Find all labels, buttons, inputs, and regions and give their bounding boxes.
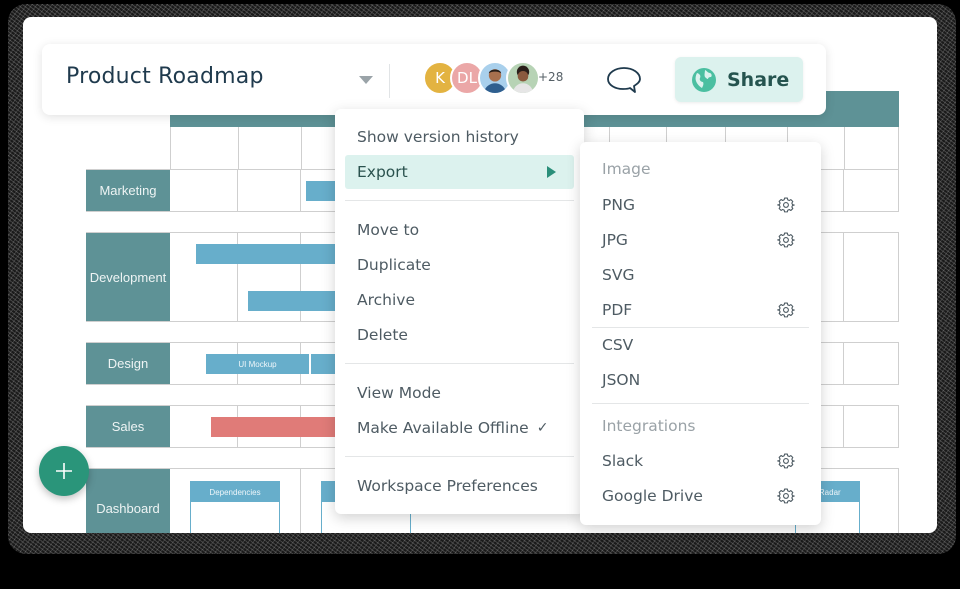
export-json[interactable]: JSON [602,371,641,389]
document-toolbar: Product Roadmap K DL +28 Share [42,44,826,115]
menu-divider [345,200,574,201]
globe-icon [692,67,716,92]
board-column-dependencies[interactable]: Dependencies [190,481,280,533]
menu-item-duplicate[interactable]: Duplicate [357,256,431,274]
menu-divider [345,456,574,457]
export-svg[interactable]: SVG [602,266,635,284]
export-submenu: Image PNG JPG SVG PDF CSV JSON Integrati… [580,142,821,525]
share-label: Share [727,68,790,91]
toolbar-divider [389,64,390,98]
gear-icon[interactable] [777,196,795,214]
lane-label: Design [86,343,170,384]
section-heading-integrations: Integrations [602,417,696,435]
document-title[interactable]: Product Roadmap [66,64,264,89]
menu-item-archive[interactable]: Archive [357,291,415,309]
checkmark-icon: ✓ [536,420,549,436]
lane-label: Sales [86,406,170,447]
menu-divider [592,327,809,328]
lane-label: Marketing [86,170,170,211]
export-slack[interactable]: Slack [580,444,821,478]
menu-item-workspace-preferences[interactable]: Workspace Preferences [357,477,538,495]
gear-icon[interactable] [777,452,795,470]
export-pdf[interactable]: PDF [580,293,821,327]
chevron-right-icon [547,166,556,178]
person-photo-icon [483,69,507,93]
menu-item-delete[interactable]: Delete [357,326,408,344]
gear-icon[interactable] [777,231,795,249]
section-heading-image: Image [602,160,651,178]
comment-button[interactable] [605,65,643,95]
document-context-menu: Show version history Export Move to Dupl… [335,109,584,514]
add-button[interactable] [39,446,89,496]
menu-item-move-to[interactable]: Move to [357,221,420,239]
export-google-drive[interactable]: Google Drive [580,479,821,513]
gear-icon[interactable] [777,301,795,319]
plus-icon [56,463,72,479]
menu-divider [592,403,809,404]
export-csv[interactable]: CSV [602,336,634,354]
menu-item-show-version-history[interactable]: Show version history [357,128,519,146]
lane-label: Dashboard [86,469,170,533]
avatar-photo-woman[interactable] [506,61,540,95]
menu-item-export[interactable]: Export [345,155,574,189]
avatar-photo-man[interactable] [478,61,512,95]
menu-divider [345,363,574,364]
share-button[interactable]: Share [675,57,803,102]
caret-down-icon[interactable] [359,76,373,84]
menu-item-make-available-offline[interactable]: Make Available Offline ✓ [357,419,549,437]
person-photo-icon [512,65,534,93]
lane-label: Development [86,233,170,321]
menu-item-view-mode[interactable]: View Mode [357,384,441,402]
export-jpg[interactable]: JPG [580,223,821,257]
export-png[interactable]: PNG [580,188,821,222]
gear-icon[interactable] [777,487,795,505]
roadmap-bar-ui-mockup[interactable]: UI Mockup [206,354,309,374]
more-collaborators-count[interactable]: +28 [538,70,564,84]
comment-bubble-icon [607,67,641,93]
